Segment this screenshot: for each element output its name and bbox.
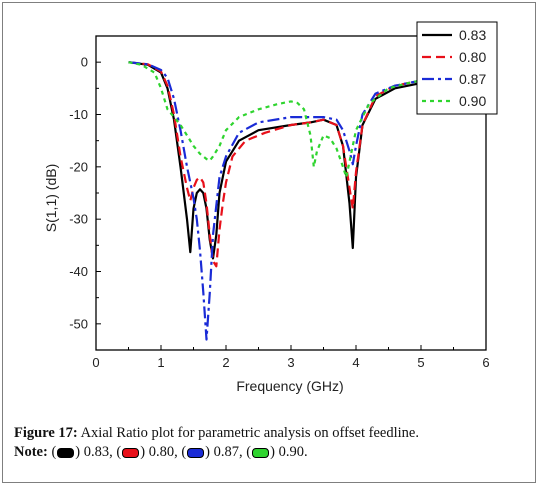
note-color-swatch <box>57 447 75 458</box>
y-tick-label: -10 <box>69 107 88 122</box>
note-item: () 0.83, <box>51 444 116 460</box>
note-color-swatch <box>252 447 270 458</box>
x-axis-title: Frequency (GHz) <box>236 378 343 394</box>
y-tick-label: -30 <box>69 212 88 227</box>
x-tick-label: 5 <box>417 355 424 370</box>
note-separator: . <box>303 444 308 460</box>
x-tick-label: 4 <box>352 355 359 370</box>
series-line-1 <box>128 61 454 260</box>
note-separator: , <box>239 444 247 460</box>
note-item: () 0.90. <box>246 444 307 460</box>
series-line-4 <box>128 61 454 179</box>
y-tick-label: -50 <box>69 316 88 331</box>
note-color-swatch <box>122 447 140 458</box>
series-layer <box>128 61 454 341</box>
x-tick-label: 0 <box>92 355 99 370</box>
note-paren: ( <box>246 444 252 460</box>
x-tick-label: 2 <box>222 355 229 370</box>
note-item: () 0.80, <box>116 444 181 460</box>
y-axis-title: S(1,1) (dB) <box>43 164 59 232</box>
note-paren: ( <box>116 444 122 460</box>
series-line-2 <box>128 61 454 268</box>
legend: 0.83 0.80 0.87 0.90 <box>416 21 498 115</box>
legend-label: 0.90 <box>459 93 486 109</box>
note-separator: , <box>174 444 182 460</box>
figure-frame <box>2 2 536 483</box>
note-paren: ( <box>181 444 187 460</box>
figure-label: Figure 17: <box>14 425 78 441</box>
note-value: 0.83 <box>83 444 110 460</box>
legend-box <box>416 21 498 115</box>
note-value: 0.80 <box>148 444 175 460</box>
legend-label: 0.87 <box>459 71 486 87</box>
note-paren: ) <box>140 444 149 460</box>
x-tick-label: 6 <box>482 355 489 370</box>
note-value: 0.90 <box>278 444 304 460</box>
note-paren: ( <box>51 444 57 460</box>
series-line-3 <box>128 61 454 341</box>
y-tick-label: 0 <box>81 55 88 70</box>
y-tick-label: -40 <box>69 264 88 279</box>
figure-caption: Figure 17: Axial Ratio plot for parametr… <box>14 424 529 462</box>
note-color-swatch <box>187 447 205 458</box>
note-value: 0.87 <box>213 444 240 460</box>
chart-svg: 0 1 2 3 4 5 6 0 -10 -20 -30 -40 -50 0.83 0.80 0.87 0.90… <box>43 21 498 394</box>
note-separator: , <box>109 444 117 460</box>
axes: 0 1 2 3 4 5 6 0 -10 -20 -30 -40 -50 <box>69 35 490 370</box>
figure-caption-text: Axial Ratio plot for parametric analysis… <box>77 425 419 441</box>
figure-caption-line: Figure 17: Axial Ratio plot for parametr… <box>14 424 529 443</box>
note-paren: ) <box>75 444 84 460</box>
y-tick-label: -20 <box>69 159 88 174</box>
note-paren: ) <box>270 444 279 460</box>
note-item: () 0.87, <box>181 444 246 460</box>
x-tick-label: 3 <box>287 355 294 370</box>
note-paren: ) <box>205 444 214 460</box>
legend-label: 0.80 <box>459 49 486 65</box>
note-line: Note: () 0.83, () 0.80, () 0.87, () 0.90… <box>14 443 529 462</box>
x-tick-label: 1 <box>157 355 164 370</box>
note-label: Note: <box>14 444 48 460</box>
legend-label: 0.83 <box>459 27 486 43</box>
note-items: () 0.83, () 0.80, () 0.87, () 0.90. <box>51 444 307 460</box>
